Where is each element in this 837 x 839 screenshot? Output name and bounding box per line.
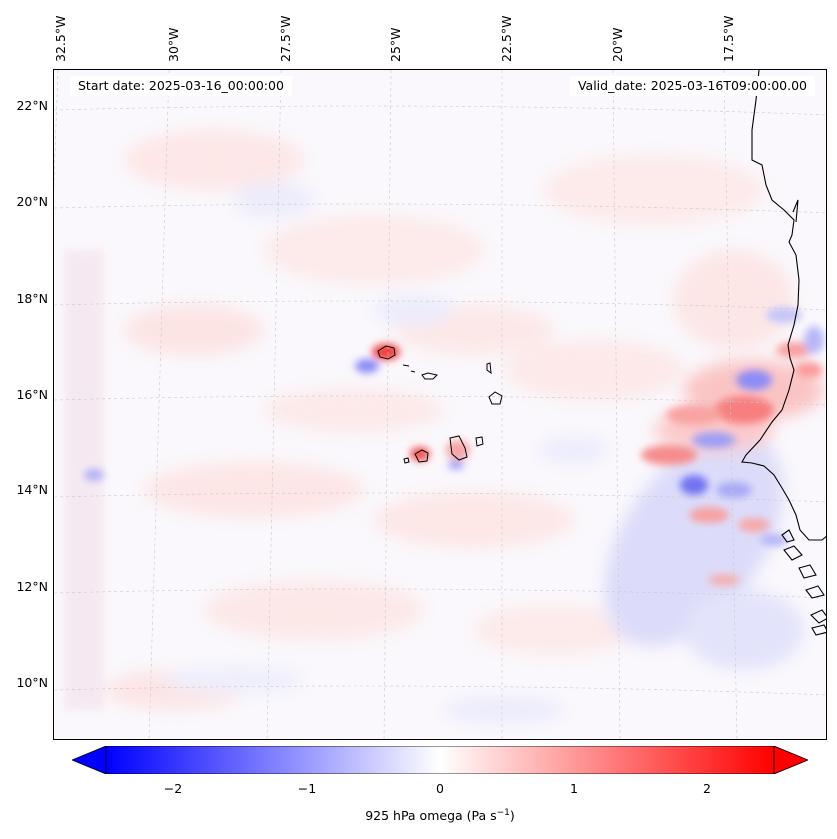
colorbar-tick-minus-2: −2: [163, 781, 183, 796]
island-sao-vicente: [402, 364, 410, 367]
lon-label-30w: 30°W: [166, 27, 181, 62]
weak-field-patches: [104, 130, 794, 724]
colorbar-extend-max: [773, 746, 808, 774]
colorbar-label-main: 925 hPa omega (Pa s: [365, 808, 497, 824]
lon-label-32-5w: 32.5°W: [53, 15, 68, 62]
colorbar-tick-2: 2: [703, 781, 711, 796]
island-boa-vista: [488, 391, 503, 405]
lon-label-17-5w: 17.5°W: [721, 15, 736, 62]
island-santiago: [449, 435, 468, 461]
start-date-box: Start date: 2025-03-16_00:00:00: [70, 76, 292, 96]
colorbar-label-end: ): [509, 808, 515, 824]
island-maio: [475, 436, 484, 447]
island-sal: [486, 362, 492, 375]
lat-label-10n: 10°N: [16, 675, 48, 690]
valid-date-text: Valid_date: 2025-03-16T09:00:00.00: [577, 78, 807, 93]
colorbar-tick-0: 0: [436, 781, 444, 796]
lon-label-25w: 25°W: [388, 27, 403, 62]
lat-label-18n: 18°N: [16, 291, 48, 306]
start-date-text: Start date: 2025-03-16_00:00:00: [78, 78, 284, 93]
colorbar-tick-minus-1: −1: [297, 781, 317, 796]
lat-label-12n: 12°N: [16, 579, 48, 594]
valid-date-box: Valid_date: 2025-03-16T09:00:00.00: [569, 76, 815, 96]
lon-label-27-5w: 27.5°W: [278, 15, 293, 62]
map-canvas: [54, 70, 826, 739]
coastal-strong-cells: [641, 307, 824, 586]
colorbar-tick-1: 1: [570, 781, 578, 796]
island-brava: [403, 457, 410, 464]
lat-label-14n: 14°N: [16, 482, 48, 497]
lat-label-20n: 20°N: [16, 194, 48, 209]
island-fogo: [414, 449, 429, 463]
island-cells: [84, 344, 470, 481]
island-santo-antao: [377, 345, 396, 360]
graticule: [54, 70, 826, 739]
colorbar-gradient: [105, 746, 775, 774]
island-sao-nicolau: [421, 372, 438, 380]
lat-label-16n: 16°N: [16, 387, 48, 402]
colorbar-label: 925 hPa omega (Pa s−1): [0, 808, 837, 823]
colorbar-extend-min: [72, 746, 107, 774]
omega-map: [53, 69, 827, 740]
colorbar: [72, 746, 808, 774]
cape-verde-islands: [377, 345, 503, 464]
lon-label-22-5w: 22.5°W: [499, 15, 514, 62]
lat-label-22n: 22°N: [16, 98, 48, 113]
lon-label-20w: 20°W: [610, 27, 625, 62]
colorbar-label-sup: −1: [496, 808, 510, 818]
african-coastline: [741, 70, 826, 636]
island-santa-luzia: [410, 370, 416, 373]
